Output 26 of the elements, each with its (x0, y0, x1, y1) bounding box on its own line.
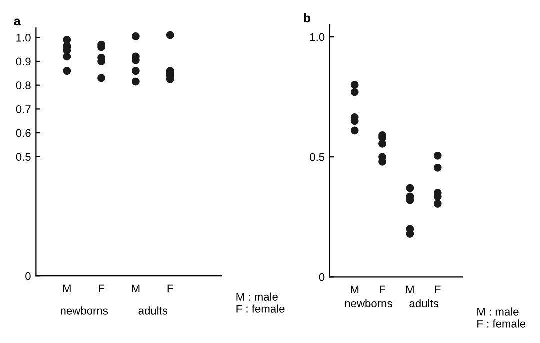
y-tick-label: 0.6 (16, 129, 31, 138)
x-tick-label: M (406, 286, 414, 294)
text: newborns (60, 306, 108, 315)
text: M : male F : female (236, 292, 285, 313)
y-tick-label: 0.5 (16, 153, 31, 162)
y-tick-label: 0 (319, 273, 325, 282)
chart-title: a (14, 18, 21, 26)
chart-title: b (304, 13, 310, 23)
y-tick-label: 0.7 (16, 105, 31, 114)
x-tick-label: M (351, 286, 359, 294)
y-tick-label: 1.0 (16, 34, 31, 42)
text: M : male F : female (478, 308, 526, 328)
y-tick-label: 0.5 (310, 153, 325, 162)
y-tick-label: 1.0 (310, 33, 325, 42)
x-tick-label: M (63, 284, 71, 292)
y-tick-label: 0 (26, 272, 31, 280)
x-tick-label: F (435, 286, 441, 294)
x-tick-label: F (380, 286, 386, 294)
y-tick-label: 0.9 (16, 58, 31, 66)
text: adults (138, 306, 168, 315)
text: adults (410, 299, 438, 308)
x-tick-label: M (132, 284, 140, 292)
y-tick-label: 0.8 (16, 82, 31, 90)
x-tick-label: F (168, 284, 174, 292)
x-tick-label: F (99, 284, 104, 292)
text: newborns (345, 299, 392, 308)
